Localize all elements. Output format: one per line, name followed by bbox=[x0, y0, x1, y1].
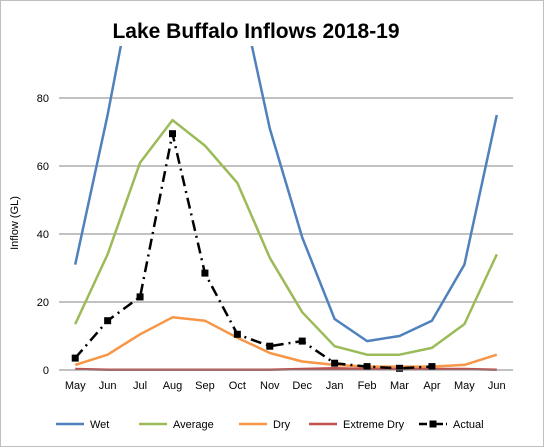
marker-actual bbox=[104, 317, 112, 325]
x-tick-label: Jun bbox=[488, 380, 506, 392]
marker-actual bbox=[298, 337, 306, 345]
series-line-wet bbox=[73, 46, 499, 343]
y-tick-label: 20 bbox=[37, 297, 49, 309]
gridlines bbox=[59, 97, 513, 303]
marker-actual bbox=[136, 293, 144, 301]
series-line-actual bbox=[74, 132, 432, 370]
x-tick-label: Apr bbox=[423, 380, 440, 392]
marker-actual bbox=[363, 363, 371, 371]
y-axis-title: Inflow (GL) bbox=[9, 196, 21, 250]
marker-actual bbox=[331, 359, 339, 367]
legend-label-wet: Wet bbox=[90, 419, 109, 431]
marker-actual bbox=[428, 363, 436, 371]
legend-label-actual: Actual bbox=[453, 419, 484, 431]
series-line-average bbox=[74, 118, 498, 356]
marker-actual bbox=[71, 354, 79, 362]
legend: Wet Average Dry Extreme Dry Actual bbox=[56, 419, 484, 431]
legend-label-dry: Dry bbox=[273, 419, 291, 431]
chart-title: Lake Buffalo Inflows 2018-19 bbox=[112, 20, 399, 43]
y-tick-label: 40 bbox=[37, 229, 49, 241]
marker-actual bbox=[233, 330, 241, 338]
x-tick-label: May bbox=[454, 380, 475, 392]
x-tick-label: Jun bbox=[99, 380, 117, 392]
marker-actual bbox=[396, 364, 403, 372]
y-tick-label: 0 bbox=[43, 365, 49, 377]
legend-label-average: Average bbox=[173, 419, 214, 431]
series-lines bbox=[73, 46, 499, 371]
y-tick-label: 80 bbox=[37, 93, 49, 105]
series-markers bbox=[71, 130, 436, 372]
x-tick-label: Aug bbox=[163, 380, 183, 392]
x-axis-ticks: May Jun Jul Aug Sep Oct Nov Dec Jan Feb Mar Apr May J… bbox=[65, 380, 506, 392]
x-tick-label: Sep bbox=[195, 380, 215, 392]
x-tick-label: Jul bbox=[133, 380, 147, 392]
marker-actual bbox=[169, 130, 176, 138]
x-tick-label: Oct bbox=[229, 380, 246, 392]
x-tick-label: Feb bbox=[358, 380, 377, 392]
marker-actual bbox=[266, 342, 274, 350]
x-tick-label: May bbox=[65, 380, 86, 392]
x-tick-label: Mar bbox=[390, 380, 409, 392]
x-tick-label: Nov bbox=[260, 380, 280, 392]
marker-actual bbox=[201, 269, 209, 277]
y-tick-label: 60 bbox=[37, 161, 49, 173]
legend-label-extreme-dry: Extreme Dry bbox=[343, 419, 405, 431]
x-tick-label: Jan bbox=[326, 380, 344, 392]
y-axis-ticks: 0 20 40 60 80 bbox=[37, 93, 49, 377]
x-tick-label: Dec bbox=[292, 380, 312, 392]
legend-marker-actual bbox=[429, 420, 437, 428]
series-line-dry bbox=[74, 316, 498, 368]
